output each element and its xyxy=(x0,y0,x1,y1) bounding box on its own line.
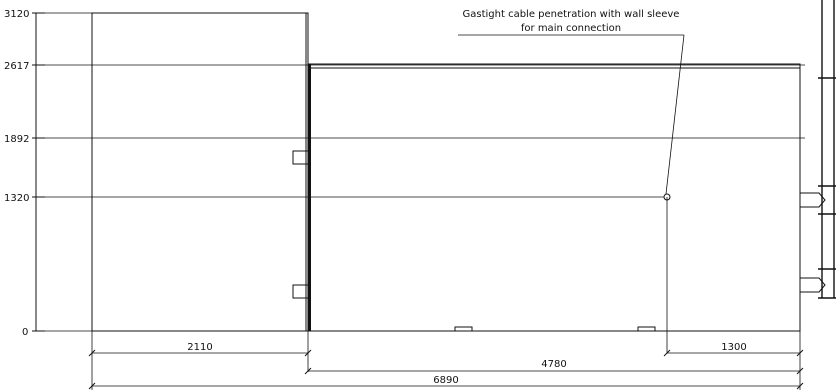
level-label-2617: 2617 xyxy=(4,61,29,72)
annotation-line-1: Gastight cable penetration with wall sle… xyxy=(463,9,680,20)
dim-tick-2110-left xyxy=(88,349,96,357)
base-notch-right xyxy=(637,326,656,331)
dim-label-4780: 4780 xyxy=(541,359,566,370)
wall-bracket-lower xyxy=(292,284,309,299)
dim-tick-2110-right xyxy=(304,349,312,357)
dim-tick-4780-left xyxy=(304,367,312,375)
dim-tick-1300-left xyxy=(663,349,671,357)
level-label-0: 0 xyxy=(22,327,28,338)
right-arrow-lower xyxy=(800,277,826,293)
level-label-1320: 1320 xyxy=(4,193,29,204)
dim-tick-1300-right xyxy=(796,349,804,357)
dim-tick-4780-right xyxy=(796,367,804,375)
wall-bracket-upper xyxy=(292,150,309,165)
dim-tick-6890-left xyxy=(88,382,96,390)
level-label-3120: 3120 xyxy=(4,9,29,20)
left-section-outline xyxy=(91,12,309,332)
annotation-line-2: for main connection xyxy=(521,23,621,34)
base-notch-left xyxy=(454,326,473,331)
dim-label-6890: 6890 xyxy=(433,375,458,386)
dim-label-2110: 2110 xyxy=(187,342,212,353)
dim-label-1300: 1300 xyxy=(721,342,746,353)
level-label-1892: 1892 xyxy=(4,134,29,145)
main-container-outline xyxy=(308,63,801,332)
annotation-leader-line xyxy=(665,34,685,195)
dim-tick-6890-right xyxy=(796,382,804,390)
right-arrow-upper xyxy=(800,192,826,208)
